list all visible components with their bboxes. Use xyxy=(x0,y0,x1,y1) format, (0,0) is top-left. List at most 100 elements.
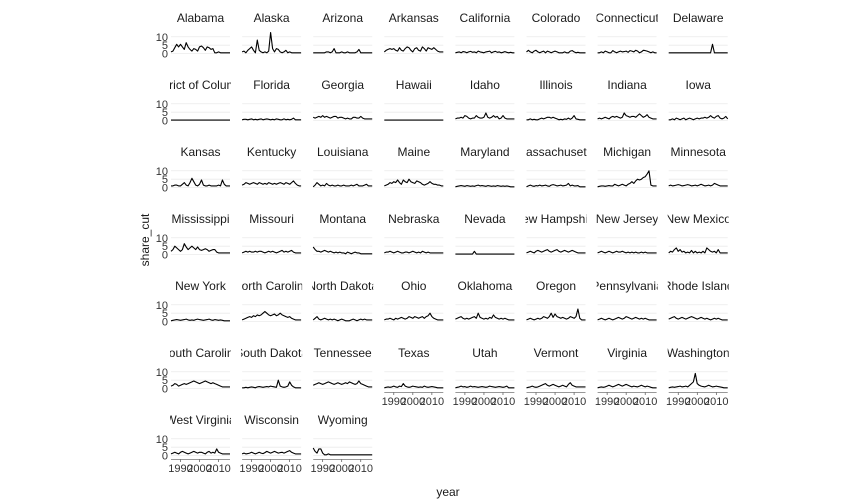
facet-strip-label: Rhode Island xyxy=(663,279,734,293)
y-tick-label: 5 xyxy=(162,375,168,387)
series-line xyxy=(668,316,728,321)
y-tick-label: 10 xyxy=(156,434,168,446)
series-line xyxy=(241,310,302,321)
facet-panel: Pennsylvania xyxy=(597,279,658,323)
series-line xyxy=(526,115,586,121)
x-tick-label: 1990 xyxy=(666,396,690,408)
series-line xyxy=(597,112,657,120)
facet-panel: New Mexico xyxy=(666,212,732,256)
facet-strip-label: Massachusetts xyxy=(516,145,596,159)
series-line xyxy=(668,115,729,121)
series-line xyxy=(526,308,586,321)
facet-strip-label: Wyoming xyxy=(318,413,368,427)
facet-strip-label: Indiana xyxy=(607,78,647,92)
facet-panel: Colorado xyxy=(526,11,586,55)
series-line xyxy=(171,177,230,187)
y-tick-label: 5 xyxy=(162,107,168,119)
series-line xyxy=(313,48,373,54)
series-line xyxy=(455,250,515,255)
series-line xyxy=(526,382,586,389)
facet-strip-label: Arizona xyxy=(322,11,363,25)
facet-strip-label: California xyxy=(460,11,511,25)
facet-panel: Massachusetts xyxy=(516,145,596,189)
series-line xyxy=(597,383,657,389)
series-line xyxy=(384,312,444,321)
facet-panel: California xyxy=(455,11,515,55)
x-tick-label: 2010 xyxy=(206,463,230,475)
y-axis-title: share_cut xyxy=(138,213,152,266)
facet-strip-label: New Jersey xyxy=(596,212,659,226)
series-line xyxy=(455,312,515,321)
x-tick-label: 2000 xyxy=(187,463,211,475)
facet-panel: Idaho xyxy=(455,78,515,122)
series-line xyxy=(455,112,515,120)
series-line xyxy=(526,182,586,188)
facet-strip-label: Illinois xyxy=(539,78,572,92)
x-tick-label: 2010 xyxy=(633,396,657,408)
y-tick-label: 0 xyxy=(162,49,168,61)
facet-strip-label: Alaska xyxy=(254,11,290,25)
x-tick-label: 2000 xyxy=(472,396,496,408)
series-line xyxy=(597,49,657,54)
facet-panel: Iowa xyxy=(668,78,729,122)
y-tick-label: 0 xyxy=(162,250,168,262)
facet-strip-label: Virginia xyxy=(607,346,647,360)
facet-strip-label: Missouri xyxy=(249,212,294,226)
series-line xyxy=(668,372,728,389)
y-tick-label: 10 xyxy=(156,99,168,111)
facet-panel: Kentucky xyxy=(241,145,302,189)
facet-strip-label: Montana xyxy=(319,212,366,226)
facet-strip-label: Vermont xyxy=(534,346,579,360)
facet-strip-label: Maine xyxy=(397,145,430,159)
y-tick-label: 0 xyxy=(162,116,168,128)
series-line xyxy=(312,115,373,120)
series-line xyxy=(170,42,230,54)
facet-strip-label: Mississippi xyxy=(171,212,229,226)
facet-strip-label: Hawaii xyxy=(396,78,432,92)
y-tick-label: 5 xyxy=(162,174,168,186)
facet-strip-label: Nebraska xyxy=(388,212,440,226)
series-line xyxy=(170,243,230,254)
y-tick-label: 5 xyxy=(162,241,168,253)
x-tick-label: 2000 xyxy=(258,463,282,475)
series-line xyxy=(668,247,728,254)
series-line xyxy=(312,316,373,322)
facet-strip-label: New Mexico xyxy=(666,212,732,226)
facet-strip-label: Georgia xyxy=(321,78,364,92)
facet-strip-label: Kentucky xyxy=(247,145,296,159)
x-tick-label: 1990 xyxy=(168,463,192,475)
facet-panel: Minnesota xyxy=(668,145,728,189)
facet-strip-label: South Dakota xyxy=(235,346,308,360)
x-tick-label: 2000 xyxy=(330,463,354,475)
facet-strip-label: Louisiana xyxy=(317,145,369,159)
facet-strip-label: Iowa xyxy=(686,78,712,92)
facet-strip-label: Oregon xyxy=(536,279,576,293)
facet-strip-label: Nevada xyxy=(464,212,506,226)
series-line xyxy=(170,380,230,388)
series-line xyxy=(455,184,515,188)
facet-strip-label: Idaho xyxy=(470,78,500,92)
facet-strip-label: Minnesota xyxy=(671,145,727,159)
facet-panel: Nevada xyxy=(455,212,515,256)
facet-panel: Georgia xyxy=(312,78,373,122)
facet-panel: Oregon xyxy=(526,279,586,323)
facet-strip-label: North Carolina xyxy=(233,279,311,293)
facet-panel: Delaware xyxy=(668,11,728,55)
series-line xyxy=(170,448,230,455)
facet-strip-label: Colorado xyxy=(532,11,581,25)
facet-strip-label: Utah xyxy=(472,346,497,360)
x-tick-label: 2010 xyxy=(349,463,373,475)
series-line xyxy=(241,249,302,254)
facet-panel: Connecticut xyxy=(597,11,658,55)
facet-strip-label: West Virginia xyxy=(165,413,236,427)
